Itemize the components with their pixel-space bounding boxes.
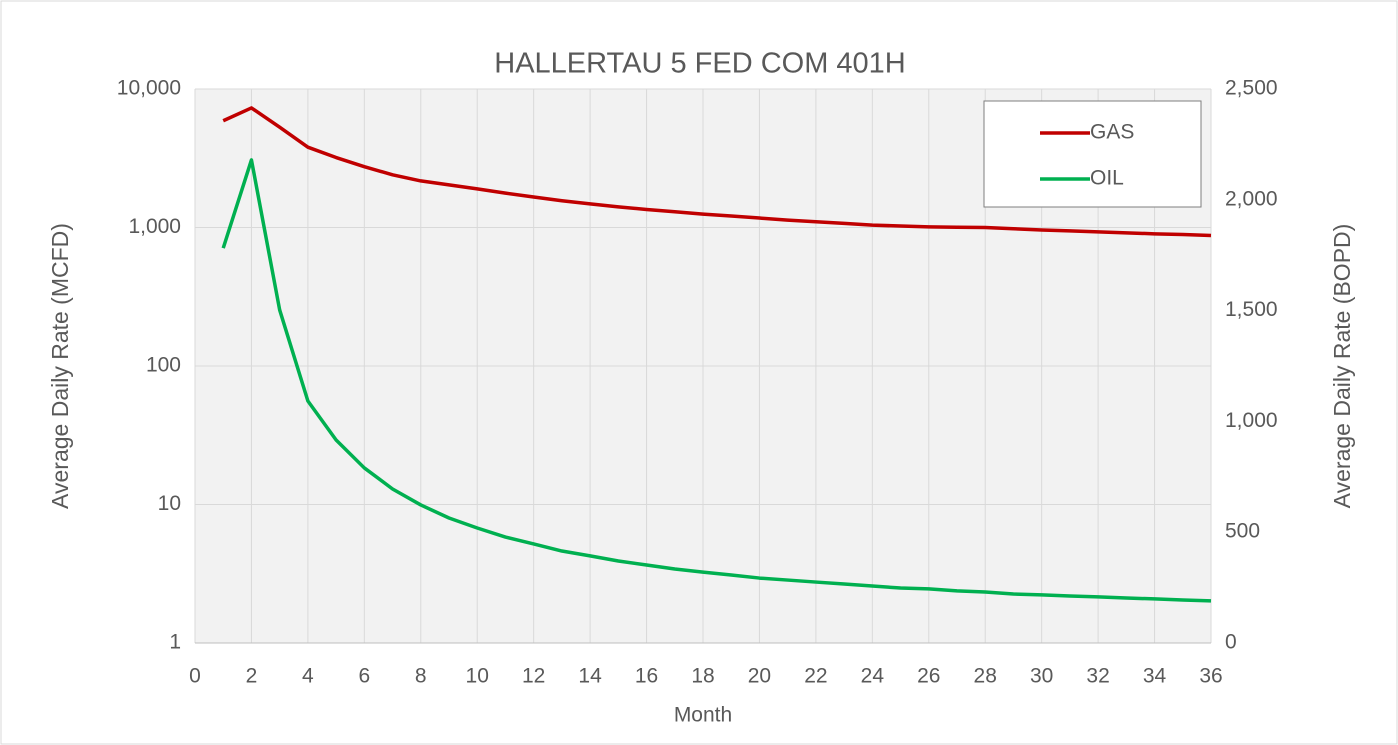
x-tick-label: 28 <box>974 665 997 688</box>
y2-tick-label: 2,000 <box>1225 187 1278 210</box>
x-tick-label: 36 <box>1199 665 1222 688</box>
y2-tick-label: 500 <box>1225 520 1260 543</box>
x-tick-label: 2 <box>246 665 258 688</box>
x-tick-label: 0 <box>189 665 201 688</box>
y2-tick-label: 2,500 <box>1225 77 1278 100</box>
y2-tick-label: 1,000 <box>1225 409 1278 432</box>
y-tick-label: 1 <box>169 631 181 654</box>
x-tick-label: 18 <box>691 665 714 688</box>
x-tick-label: 24 <box>861 665 885 688</box>
x-tick-label: 16 <box>635 665 658 688</box>
x-tick-label: 20 <box>748 665 771 688</box>
chart-title: HALLERTAU 5 FED COM 401H <box>494 48 906 80</box>
y2-axis-label: Average Daily Rate (BOPD) <box>1329 224 1355 509</box>
x-tick-label: 22 <box>804 665 827 688</box>
x-tick-label: 8 <box>415 665 427 688</box>
y2-tick-label: 1,500 <box>1225 298 1278 321</box>
x-tick-label: 12 <box>522 665 545 688</box>
x-tick-label: 26 <box>917 665 940 688</box>
x-tick-label: 30 <box>1030 665 1053 688</box>
legend-label: GAS <box>1090 121 1134 144</box>
x-tick-label: 14 <box>578 665 602 688</box>
y-tick-label: 1,000 <box>128 215 181 238</box>
y-axis-label: Average Daily Rate (MCFD) <box>47 223 73 509</box>
x-tick-label: 4 <box>302 665 314 688</box>
data-line <box>222 106 1212 238</box>
y-tick-label: 100 <box>146 354 181 377</box>
y-tick-label: 10 <box>158 492 181 515</box>
legend-box <box>983 100 1202 208</box>
y-tick-label: 10,000 <box>117 77 181 100</box>
x-tick-label: 34 <box>1143 665 1167 688</box>
y2-tick-label: 0 <box>1225 631 1237 654</box>
x-tick-label: 10 <box>466 665 489 688</box>
legend-label: OIL <box>1090 167 1124 190</box>
x-tick-label: 6 <box>358 665 370 688</box>
x-tick-label: 32 <box>1086 665 1109 688</box>
data-line <box>221 158 1212 603</box>
x-axis-label: Month <box>674 704 732 727</box>
